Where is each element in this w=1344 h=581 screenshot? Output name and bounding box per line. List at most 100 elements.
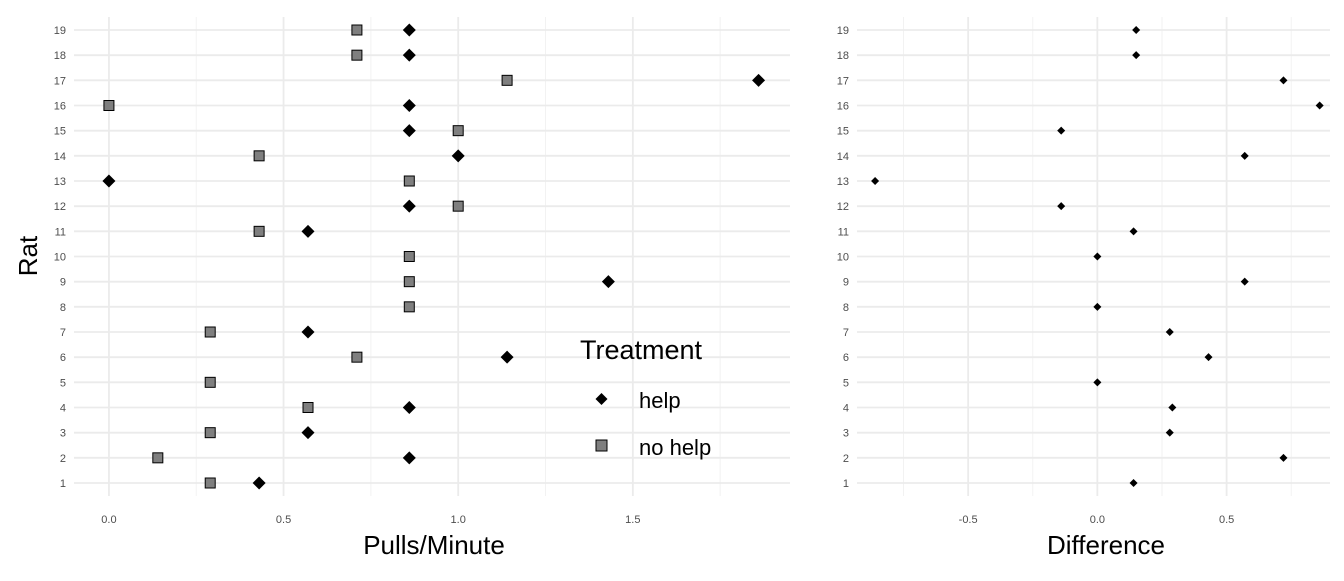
right-y-tick-label: 4 [843,403,849,415]
left-point-no-help [351,24,363,36]
left-y-tick-label: 2 [60,453,66,465]
right-panel-x-tick-labels: -0.5 0.0 0.5 [959,514,1235,526]
right-y-tick-label: 16 [837,101,849,113]
left-y-tick-label: 14 [54,151,66,163]
left-point-no-help [302,402,314,413]
left-point-help [402,401,416,414]
left-point-help [402,48,416,62]
left-point-help [301,325,315,339]
right-panel-points [871,26,1324,487]
left-x-tick-label: 0.0 [101,514,116,526]
left-point-no-help [204,477,216,489]
right-point-difference [1279,76,1288,85]
left-y-tick-label: 12 [54,201,66,213]
left-y-tick-label: 8 [60,302,66,314]
left-y-tick-label: 10 [54,252,66,264]
left-point-no-help [403,251,415,262]
left-panel-points [102,23,766,490]
right-y-tick-label: 2 [843,453,849,465]
left-x-tick-label: 1.0 [451,514,466,526]
left-panel-x-tick-labels: 0.0 0.5 1.0 1.5 [101,514,640,526]
left-y-tick-label: 17 [54,75,66,87]
right-y-tick-label: 14 [837,151,849,163]
left-point-no-help [403,301,415,313]
left-y-tick-label: 13 [54,176,66,188]
left-y-tick-label: 7 [60,327,66,339]
right-point-difference [1165,428,1174,437]
left-x-tick-label: 0.5 [276,514,291,526]
right-y-tick-label: 19 [837,25,849,37]
legend-label-help: help [639,388,681,413]
right-point-difference [1168,403,1177,412]
left-y-tick-label: 9 [60,277,66,289]
right-x-tick-label: 0.5 [1219,514,1234,526]
left-y-tick-label: 11 [55,226,66,238]
left-y-tick-label: 15 [54,126,66,138]
left-point-help [301,224,315,238]
left-y-tick-label: 18 [54,50,66,62]
right-point-difference [1132,26,1141,34]
left-point-help [752,73,766,87]
left-point-no-help [204,427,216,439]
left-point-no-help [204,376,216,388]
right-y-tick-label: 3 [843,428,849,440]
left-y-tick-label: 6 [60,352,66,364]
left-point-help [402,99,416,112]
right-y-tick-label: 17 [837,75,849,87]
right-point-difference [1057,202,1066,211]
right-y-tick-label: 15 [837,126,849,138]
right-point-difference [1315,101,1324,110]
right-point-difference [1165,328,1174,336]
left-point-no-help [351,49,363,61]
left-y-tick-label: 4 [60,403,66,415]
right-y-tick-label: 7 [843,327,849,339]
left-point-help [252,476,266,490]
right-point-difference [1240,151,1249,160]
left-point-help [402,451,416,465]
left-point-no-help [204,326,216,338]
left-point-no-help [403,175,415,187]
left-point-no-help [403,276,415,288]
left-point-help [102,174,116,188]
left-point-no-help [152,452,164,464]
right-point-difference [1279,453,1288,462]
left-point-no-help [253,150,265,162]
right-y-tick-label: 5 [843,377,849,389]
right-y-tick-label: 18 [837,50,849,62]
right-y-tick-label: 12 [837,201,849,213]
left-point-no-help [351,351,363,363]
left-point-no-help [501,74,513,86]
left-x-axis-title: Pulls/Minute [363,530,505,560]
right-y-tick-label: 8 [843,302,849,314]
left-y-tick-label: 16 [54,101,66,113]
legend: Treatment help no help [580,335,711,460]
left-point-no-help [253,225,265,237]
left-panel-grid [74,17,790,496]
right-point-difference [1204,353,1213,362]
legend-no-help-square-icon [595,439,608,452]
right-point-difference [1093,252,1102,261]
left-point-no-help [103,100,115,111]
right-y-tick-label: 1 [843,478,849,490]
left-point-help [451,149,465,163]
left-point-help [402,199,416,213]
left-point-help [601,275,615,289]
right-point-difference [1132,51,1141,60]
left-point-no-help [452,200,464,212]
left-y-tick-label: 5 [60,377,66,389]
right-point-difference [1093,302,1102,311]
right-point-difference [1057,126,1066,135]
right-y-tick-label: 10 [837,252,849,264]
left-point-help [402,23,416,37]
left-point-no-help [452,125,464,137]
legend-help-diamond-icon [595,393,608,405]
right-point-difference [1129,227,1138,236]
right-x-tick-label: 0.0 [1090,514,1105,526]
right-point-difference [1129,479,1138,487]
